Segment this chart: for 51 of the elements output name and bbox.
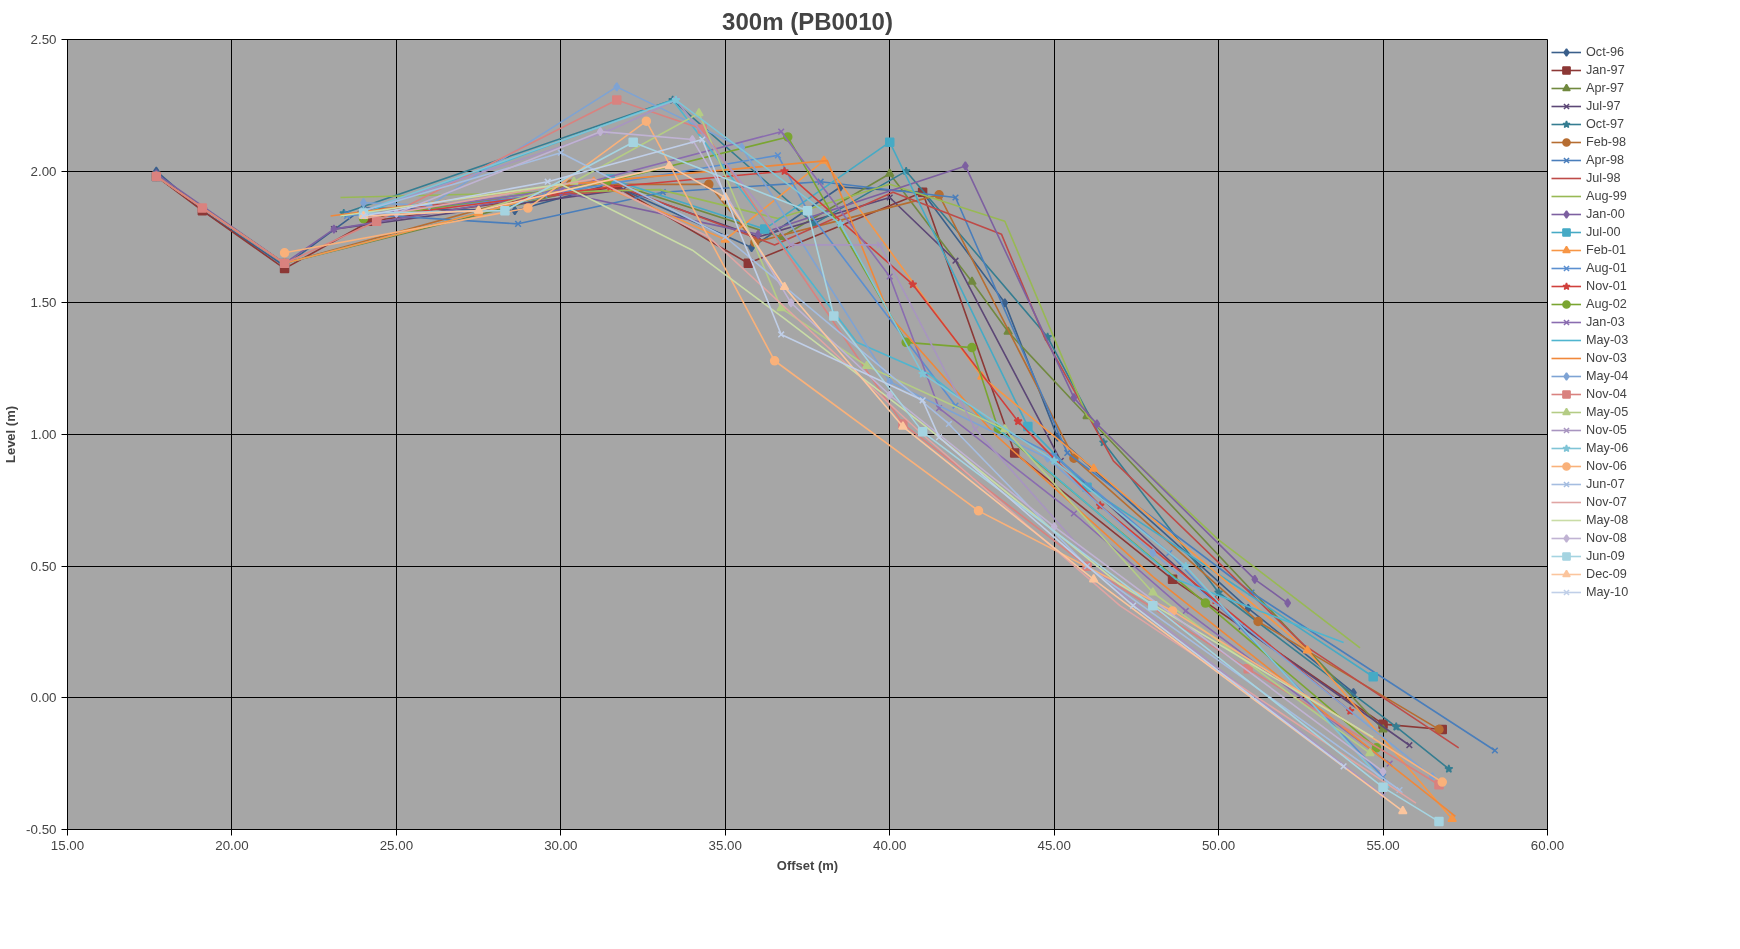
legend-label: Nov-03 <box>1586 350 1627 367</box>
legend-label: Apr-98 <box>1586 152 1624 169</box>
chart-title: 300m (PB0010) <box>722 7 893 35</box>
legend-label: Nov-01 <box>1586 278 1627 295</box>
y-axis-title: Level (m) <box>3 405 19 464</box>
legend-label: May-04 <box>1586 368 1629 385</box>
legend-label: Apr-97 <box>1586 80 1624 97</box>
x-tick-label: 15.00 <box>50 837 85 853</box>
legend-label: Jan-97 <box>1586 62 1625 79</box>
y-tick-label: 0.50 <box>30 558 57 574</box>
legend-label: Jun-09 <box>1586 548 1625 565</box>
legend-label: May-08 <box>1586 512 1629 529</box>
legend-label: Nov-08 <box>1586 530 1627 547</box>
y-tick-label: 2.50 <box>30 32 57 47</box>
legend-label: Feb-98 <box>1586 134 1627 151</box>
x-tick-label: 40.00 <box>873 837 907 853</box>
x-tick-label: 60.00 <box>1530 837 1565 853</box>
legend-label: Oct-97 <box>1586 116 1624 133</box>
x-tick-label: 35.00 <box>708 837 742 853</box>
legend-label: May-05 <box>1586 404 1629 421</box>
legend-label: Feb-01 <box>1586 242 1627 259</box>
x-tick-label: 25.00 <box>379 837 414 853</box>
legend-label: Nov-06 <box>1586 458 1627 475</box>
x-tick-label: 45.00 <box>1037 837 1071 853</box>
y-tick-label: 1.50 <box>30 295 57 311</box>
legend-label: Aug-02 <box>1586 296 1627 313</box>
legend-label: May-10 <box>1586 584 1629 601</box>
legend-label: Nov-05 <box>1586 422 1627 439</box>
legend-label: Nov-07 <box>1586 494 1627 511</box>
legend-label: Jan-00 <box>1586 206 1625 223</box>
legend-label: Jul-97 <box>1586 98 1621 115</box>
y-tick-label: 0.00 <box>30 690 57 706</box>
y-tick-label: -0.50 <box>26 822 57 837</box>
legend-label: Jun-07 <box>1586 476 1625 493</box>
x-tick-label: 30.00 <box>544 837 578 853</box>
y-tick-label: 1.00 <box>30 427 57 442</box>
legend-label: Nov-04 <box>1586 386 1627 403</box>
x-tick-label: 50.00 <box>1201 837 1236 853</box>
x-tick-label: 20.00 <box>215 837 249 853</box>
legend-label: Oct-96 <box>1586 44 1624 61</box>
legend-label: Aug-01 <box>1586 260 1627 277</box>
legend-label: Aug-99 <box>1586 188 1627 205</box>
x-axis-title: Offset (m) <box>776 857 839 873</box>
legend-label: Jan-03 <box>1586 314 1625 331</box>
y-tick-label: 2.00 <box>30 163 57 179</box>
x-tick-label: 55.00 <box>1366 837 1400 853</box>
legend-label: Jul-00 <box>1586 224 1621 241</box>
legend-label: May-03 <box>1586 332 1629 349</box>
legend-label: Jul-98 <box>1586 170 1621 187</box>
legend-label: May-06 <box>1586 440 1629 457</box>
legend-label: Dec-09 <box>1586 566 1627 583</box>
